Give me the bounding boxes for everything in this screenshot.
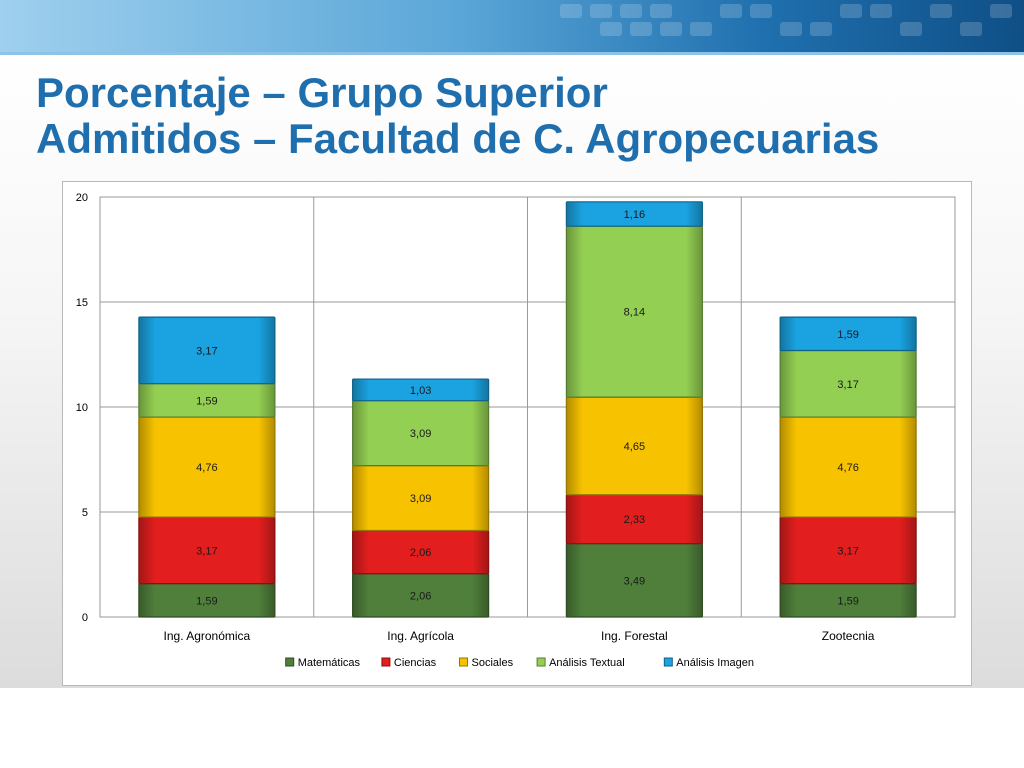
data-label: 2,06 bbox=[410, 547, 431, 559]
header-tile bbox=[840, 4, 862, 18]
slide-title-line-2: Admitidos – Facultad de C. Agropecuarias bbox=[36, 115, 880, 162]
data-label: 1,59 bbox=[196, 595, 217, 607]
header-tile bbox=[600, 22, 622, 36]
legend-swatch bbox=[459, 657, 468, 667]
legend-label: Matemáticas bbox=[298, 657, 361, 669]
data-label: 4,76 bbox=[196, 462, 217, 474]
header-tile bbox=[630, 22, 652, 36]
data-label: 2,33 bbox=[624, 514, 645, 526]
data-label: 3,49 bbox=[624, 575, 645, 587]
legend-label: Análisis Imagen bbox=[676, 657, 754, 669]
header-divider bbox=[0, 52, 1024, 55]
header-band bbox=[0, 0, 1024, 52]
data-label: 3,17 bbox=[837, 379, 858, 391]
data-label: 1,16 bbox=[624, 209, 645, 221]
data-label: 3,09 bbox=[410, 493, 431, 505]
header-tile bbox=[870, 4, 892, 18]
data-label: 2,06 bbox=[410, 590, 431, 602]
stacked-bar-chart: 0 5 10 15 20 1,59 3,17 4,76 1,59 3,17 Ing. Agronóm… bbox=[76, 192, 956, 669]
data-label: 3,17 bbox=[196, 345, 217, 357]
x-tick-label: Ing. Agronómica bbox=[164, 629, 251, 643]
legend-swatch bbox=[663, 657, 673, 667]
slide-title-line-1: Porcentaje – Grupo Superior bbox=[36, 69, 608, 116]
slide-footer bbox=[0, 688, 1024, 768]
header-tile bbox=[660, 22, 682, 36]
legend-label: Ciencias bbox=[394, 657, 437, 669]
header-tile bbox=[960, 22, 982, 36]
header-tile bbox=[810, 22, 832, 36]
x-tick-label: Ing. Agrícola bbox=[387, 629, 454, 643]
data-label: 3,17 bbox=[196, 545, 217, 557]
bar-segment bbox=[138, 316, 276, 385]
header-tile bbox=[590, 4, 612, 18]
y-tick-label: 10 bbox=[76, 402, 88, 414]
header-tile bbox=[750, 4, 772, 18]
bar-segment bbox=[565, 201, 703, 227]
chart-area: 0 5 10 15 20 1,59 3,17 4,76 1,59 3,17 Ing. Agronóm… bbox=[62, 181, 972, 686]
data-label: 3,17 bbox=[837, 545, 858, 557]
header-tile bbox=[780, 22, 802, 36]
data-label: 1,03 bbox=[410, 385, 431, 397]
legend-swatch bbox=[381, 657, 391, 667]
data-label: 1,59 bbox=[837, 329, 858, 341]
y-tick-label: 5 bbox=[82, 507, 88, 519]
data-label: 3,09 bbox=[410, 428, 431, 440]
y-tick-label: 0 bbox=[82, 612, 88, 624]
data-label: 8,14 bbox=[624, 307, 645, 319]
legend-label: Análisis Textual bbox=[549, 657, 625, 669]
header-tile bbox=[560, 4, 582, 18]
header-tile bbox=[720, 4, 742, 18]
data-label: 1,59 bbox=[196, 395, 217, 407]
header-tile bbox=[620, 4, 642, 18]
data-label: 4,76 bbox=[837, 462, 858, 474]
header-tile bbox=[900, 22, 922, 36]
header-tile bbox=[930, 4, 952, 18]
x-tick-label: Ing. Forestal bbox=[601, 629, 668, 643]
data-label: 4,65 bbox=[624, 441, 645, 453]
bar-segment bbox=[352, 378, 490, 402]
header-tile bbox=[990, 4, 1012, 18]
header-tile bbox=[650, 4, 672, 18]
legend-label: Sociales bbox=[472, 657, 514, 669]
header-tile bbox=[690, 22, 712, 36]
data-label: 1,59 bbox=[837, 595, 858, 607]
y-tick-label: 20 bbox=[76, 192, 88, 204]
y-tick-label: 15 bbox=[76, 297, 88, 309]
bar-segment bbox=[779, 316, 917, 352]
x-tick-label: Zootecnia bbox=[822, 629, 875, 643]
legend-swatch bbox=[536, 657, 546, 667]
legend-swatch bbox=[285, 657, 295, 667]
slide-title: Porcentaje – Grupo Superior Admitidos – … bbox=[36, 70, 879, 162]
